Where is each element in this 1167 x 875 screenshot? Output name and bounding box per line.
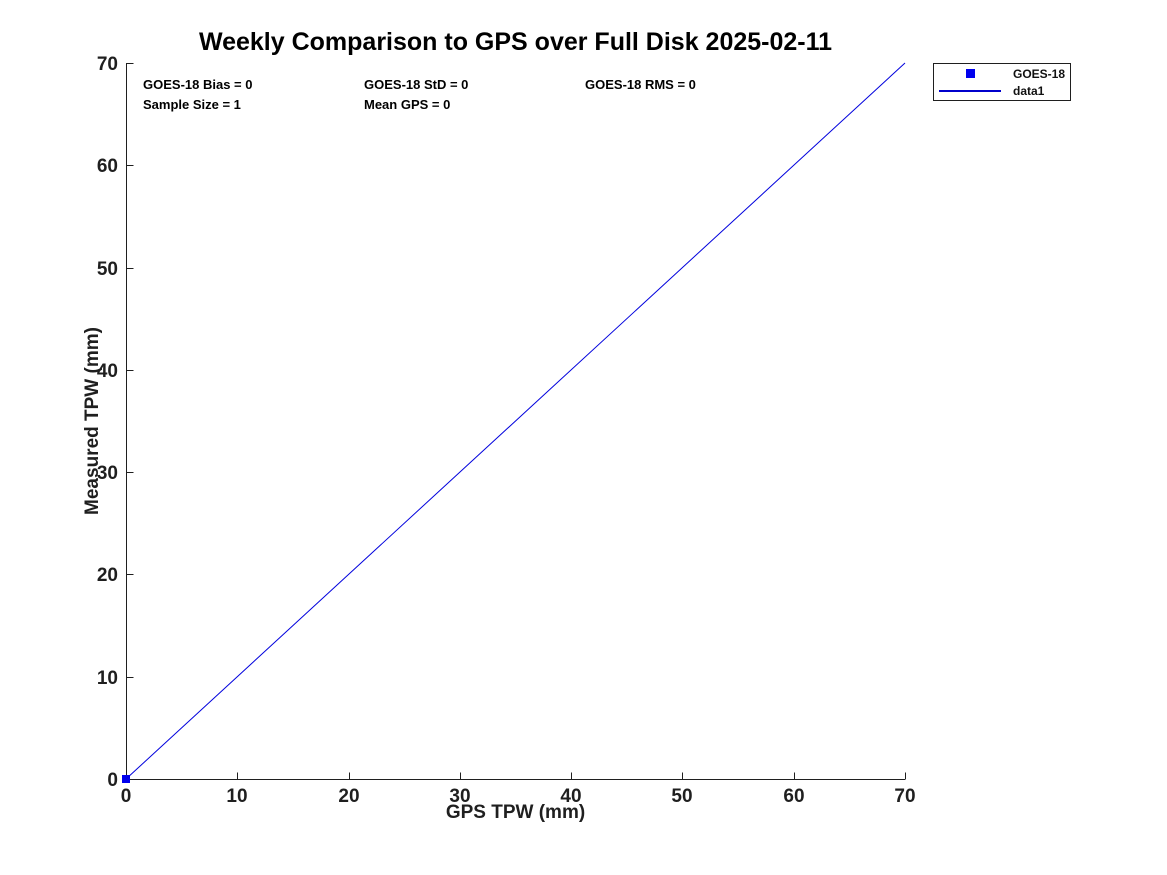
svg-text:0: 0 — [107, 770, 118, 791]
svg-text:30: 30 — [449, 786, 470, 807]
annotation-bias: GOES-18 Bias = 0 — [143, 77, 253, 92]
svg-text:40: 40 — [560, 786, 581, 807]
x-axis-label: GPS TPW (mm) — [445, 802, 586, 823]
legend-label-data1: data1 — [1013, 83, 1045, 98]
svg-text:60: 60 — [97, 156, 118, 177]
legend-swatch-area — [934, 89, 1006, 92]
legend-swatch-area — [934, 69, 1006, 78]
svg-text:50: 50 — [671, 786, 692, 807]
legend-entry-goes18: GOES-18 — [934, 66, 1070, 81]
svg-text:40: 40 — [97, 361, 118, 382]
legend-entry-data1: data1 — [934, 83, 1070, 98]
svg-text:10: 10 — [97, 668, 118, 689]
legend: GOES-18 data1 — [933, 63, 1071, 101]
annotation-sample-size: Sample Size = 1 — [143, 97, 241, 112]
svg-text:60: 60 — [783, 786, 804, 807]
svg-text:70: 70 — [894, 786, 915, 807]
y-axis-label: Measured TPW (mm) — [82, 327, 103, 515]
svg-text:20: 20 — [338, 786, 359, 807]
svg-text:70: 70 — [97, 54, 118, 75]
legend-label-goes18: GOES-18 — [1013, 66, 1066, 81]
svg-text:0: 0 — [121, 786, 132, 807]
svg-text:10: 10 — [226, 786, 247, 807]
legend-square-marker-icon — [965, 69, 975, 78]
svg-text:50: 50 — [97, 259, 118, 280]
annotation-std: GOES-18 StD = 0 — [364, 77, 469, 92]
y-axis-ticks: 0 10 20 30 40 50 60 70 — [97, 54, 134, 791]
chart-title: Weekly Comparison to GPS over Full Disk … — [198, 28, 833, 56]
series — [122, 62, 906, 783]
annotation-mean-gps: Mean GPS = 0 — [364, 97, 451, 112]
legend-line-swatch-icon — [939, 89, 1001, 92]
annotation-rms: GOES-18 RMS = 0 — [585, 77, 696, 92]
svg-text:20: 20 — [97, 565, 118, 586]
series-line-data1 — [125, 62, 906, 780]
svg-text:30: 30 — [97, 463, 118, 484]
